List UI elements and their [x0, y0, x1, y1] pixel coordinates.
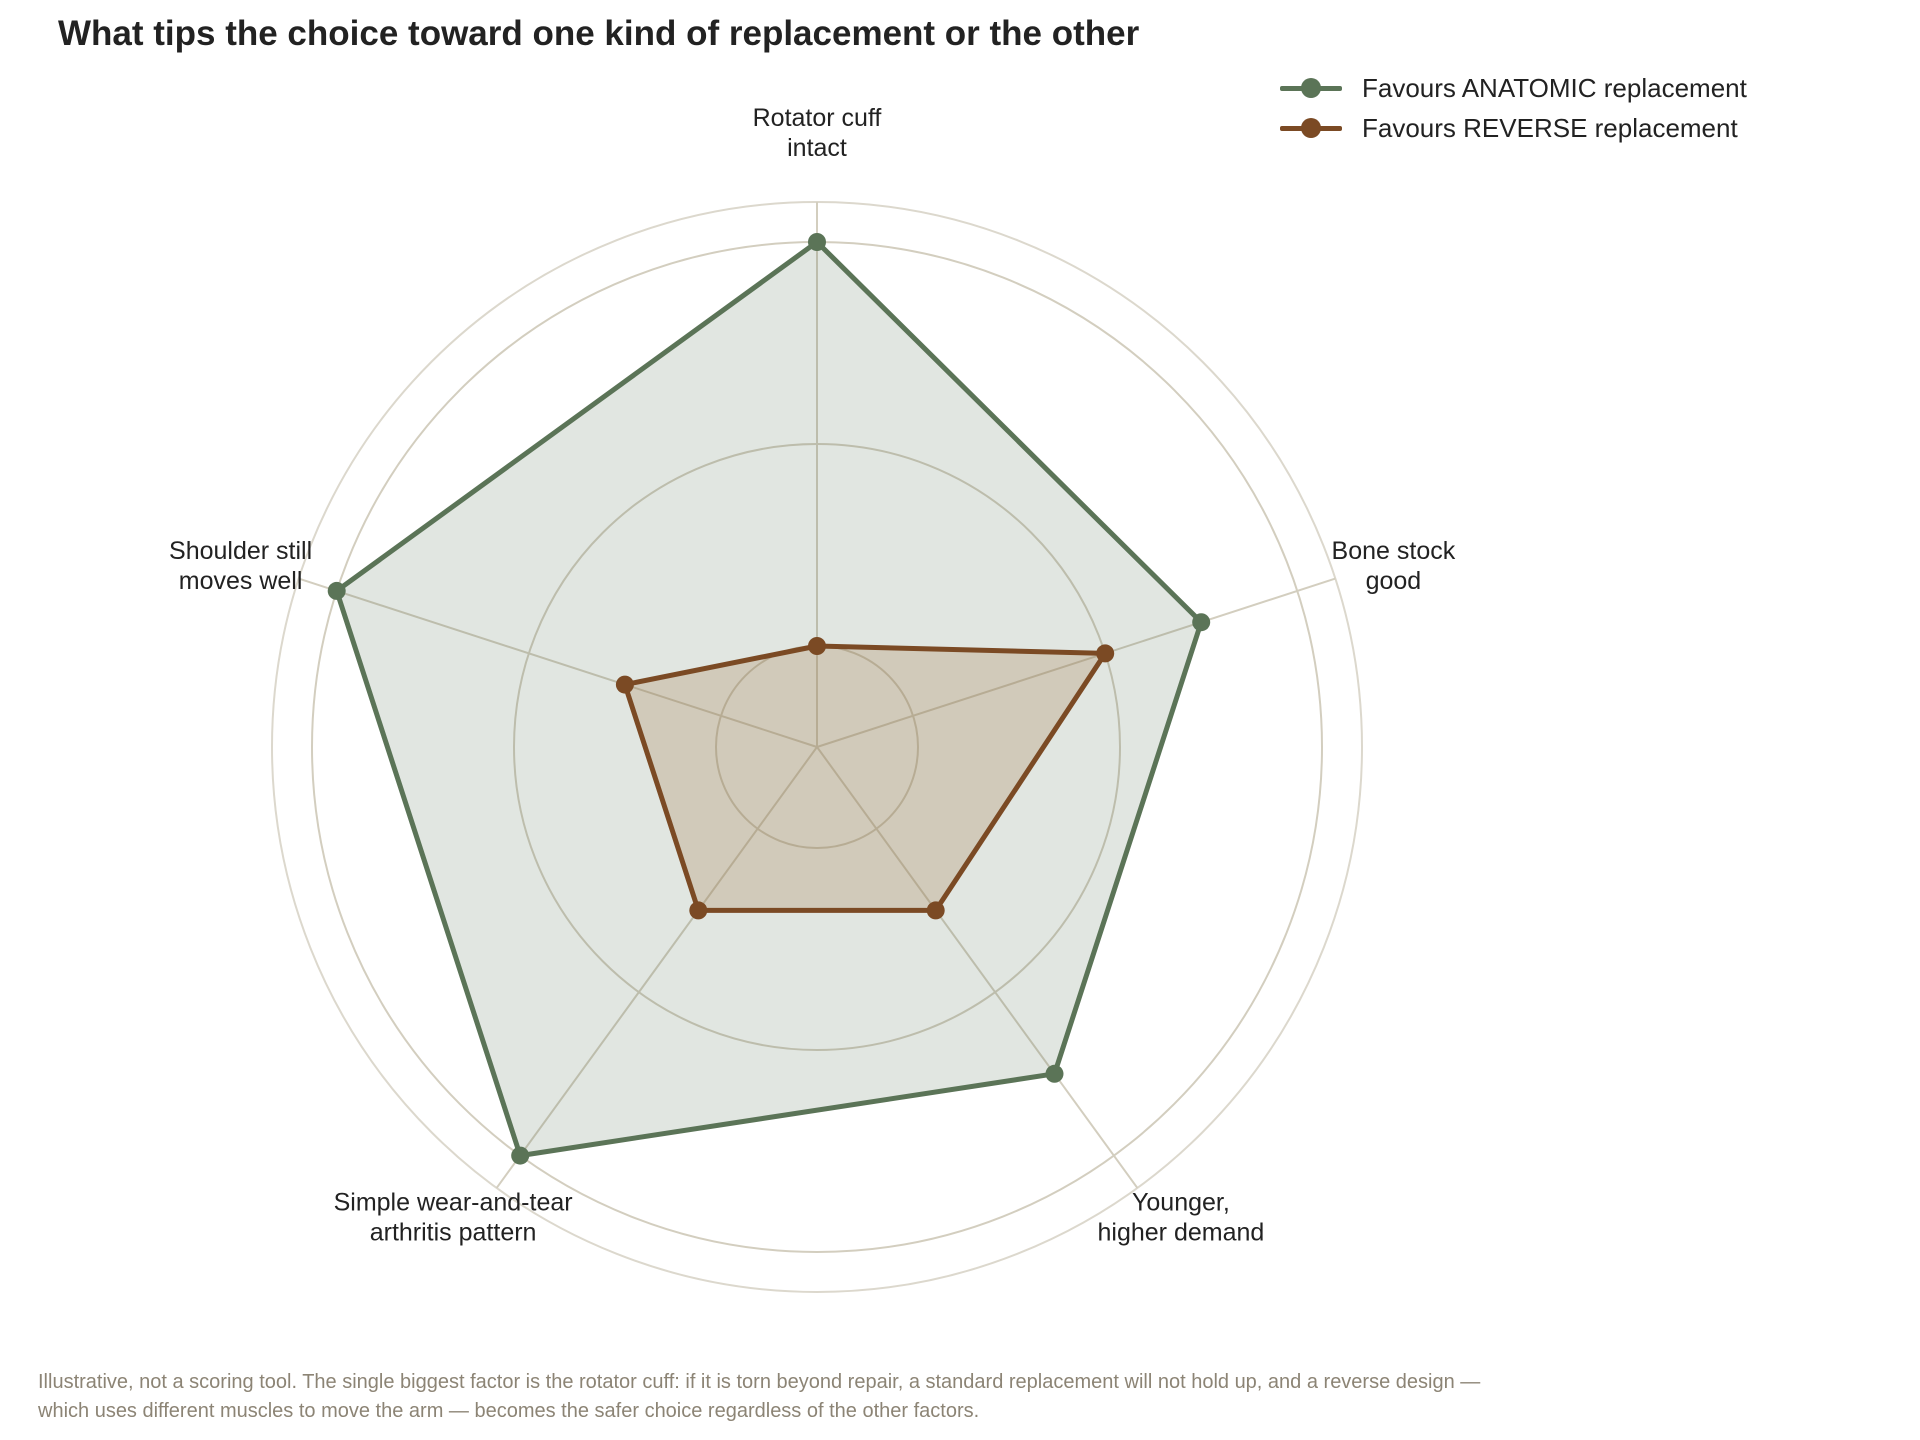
legend-label-reverse: Favours REVERSE replacement	[1362, 112, 1738, 143]
axis-label-5-line-1: Shoulder still	[169, 537, 312, 565]
radar-series	[327, 233, 1211, 1165]
series-1-point-2	[1192, 613, 1211, 632]
axis-label-3-line-1: Younger,	[1132, 1188, 1230, 1216]
series-1	[327, 233, 1211, 1165]
legend-label-anatomic: Favours ANATOMIC replacement	[1362, 72, 1747, 103]
series-2-point-3	[926, 901, 945, 920]
grid-spoke-4	[495, 746, 818, 1189]
series-2-line	[622, 643, 1108, 913]
grid-spoke-3	[816, 746, 1139, 1189]
radar-chart: Rotator cuff intact Bone stock good Younger,…	[169, 104, 1456, 1293]
series-2-point-2	[1096, 644, 1115, 663]
series-2-area	[624, 646, 1106, 911]
axis-label-4-line-1: Simple wear-and-tear	[334, 1188, 573, 1216]
axis-label-3-line-2: higher demand	[1098, 1218, 1265, 1246]
legend-swatch-reverse	[1280, 118, 1342, 138]
axis-label-1: Rotator cuff intact	[753, 104, 882, 162]
series-1-point-1	[808, 233, 826, 251]
axis-labels: Rotator cuff intact Bone stock good Younger,…	[169, 104, 1456, 1246]
footnote: Illustrative, not a scoring tool. The si…	[38, 1371, 1481, 1422]
axis-label-2-line-2: good	[1366, 567, 1422, 595]
legend-item-reverse: Favours REVERSE replacement	[1280, 108, 1747, 148]
axis-label-4-line-2: arthritis pattern	[370, 1218, 537, 1246]
grid-spoke-2	[816, 577, 1336, 748]
series-1-area	[336, 242, 1202, 1156]
axis-label-4: Simple wear-and-tear arthritis pattern	[334, 1188, 573, 1246]
axis-label-5: Shoulder still moves well	[169, 537, 312, 595]
series-1-point-4	[511, 1146, 530, 1165]
axis-label-1-line-2: intact	[787, 134, 847, 162]
chart-title: What tips the choice toward one kind of …	[58, 14, 1140, 53]
axis-label-5-line-2: moves well	[179, 567, 303, 595]
series-1-point-3	[1045, 1064, 1064, 1083]
radar-grid	[271, 201, 1363, 1293]
axis-label-2-line-1: Bone stock	[1332, 537, 1456, 565]
series-2-point-5	[615, 675, 634, 694]
axis-label-1-line-1: Rotator cuff	[753, 104, 882, 132]
series-1-point-5	[327, 581, 346, 600]
legend: Favours ANATOMIC replacement Favours REV…	[1280, 68, 1747, 148]
legend-item-anatomic: Favours ANATOMIC replacement	[1280, 68, 1747, 108]
series-2-point-4	[689, 901, 708, 920]
grid-spoke-5	[298, 577, 818, 748]
series-2	[615, 637, 1115, 920]
axis-label-2: Bone stock good	[1332, 537, 1456, 595]
series-2-point-1	[808, 637, 826, 655]
axis-label-3: Younger, higher demand	[1098, 1188, 1265, 1246]
legend-swatch-anatomic	[1280, 78, 1342, 98]
series-1-line	[334, 239, 1204, 1159]
